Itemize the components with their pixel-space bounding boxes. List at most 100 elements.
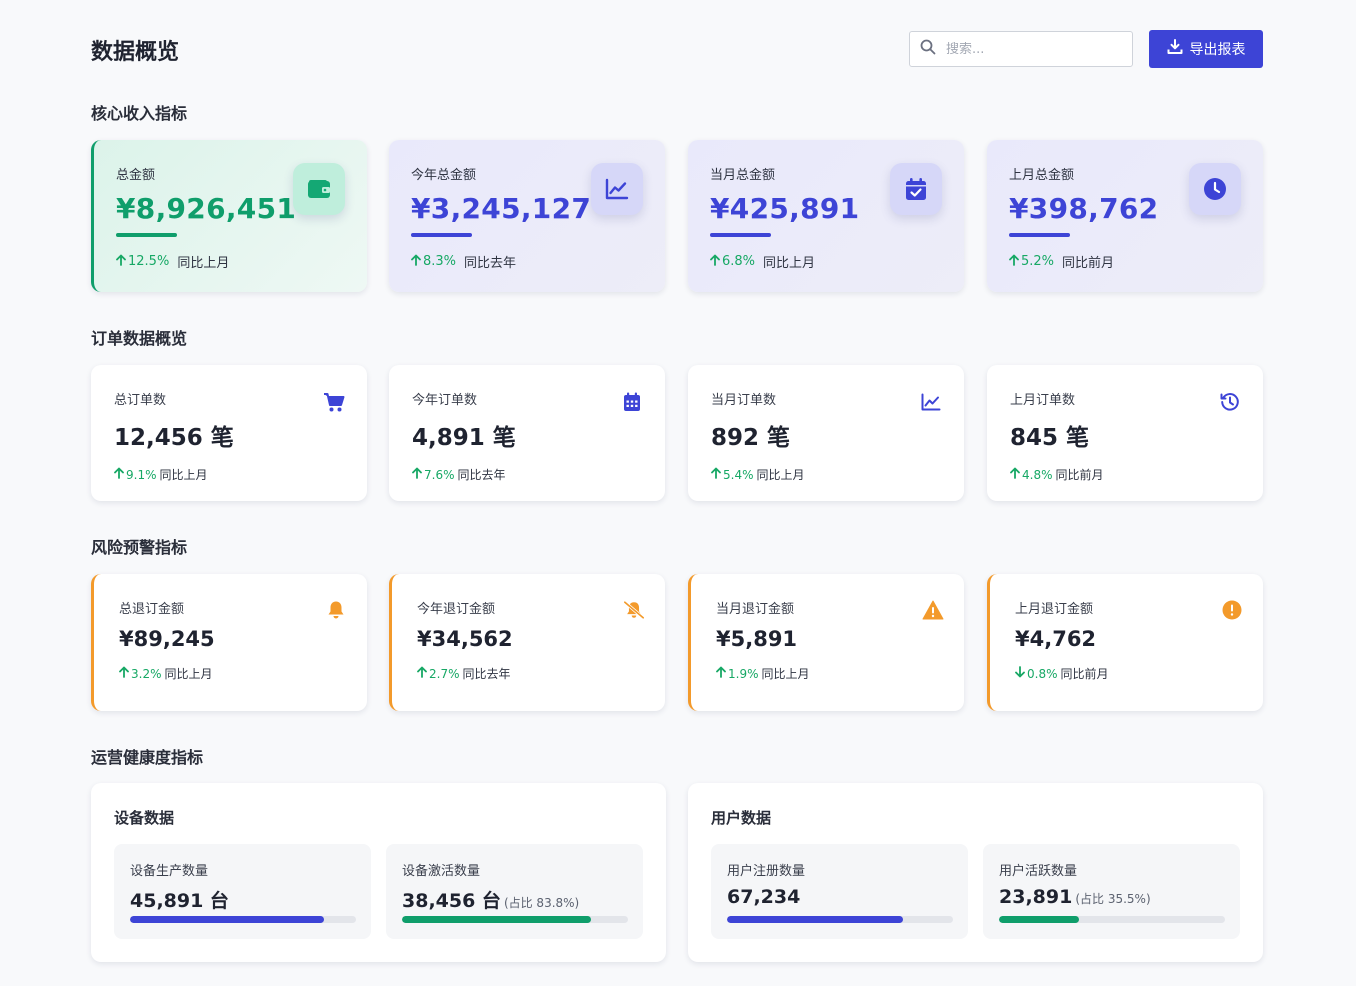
card-value: ¥34,562 — [417, 627, 513, 651]
revenue-card-year: 今年总金额 ¥3,245,127 8.3% 同比去年 — [389, 140, 665, 292]
section-title-orders: 订单数据概览 — [91, 329, 188, 348]
risk-card-last-month: 上月退订金额 ¥4,762 0.8% 同比前月 — [987, 574, 1263, 711]
card-value: ¥398,762 — [1009, 192, 1159, 225]
export-report-button[interactable]: 导出报表 — [1149, 30, 1263, 68]
card-value: ¥425,891 — [710, 192, 860, 225]
card-value: 4,891 笔 — [412, 425, 516, 451]
accent-bar — [116, 233, 177, 237]
order-card-month: 当月订单数 892 笔 5.4% 同比上月 — [688, 365, 964, 501]
arrow-up-icon — [411, 254, 421, 270]
user-data-panel: 用户数据 用户注册数量 67,234 用户活跃数量 23,891 (占比 35.5… — [688, 783, 1263, 962]
metric-label: 用户活跃数量 — [999, 864, 1078, 879]
change-row: 7.6% 同比去年 — [412, 466, 665, 483]
change-row: 2.7% 同比去年 — [417, 665, 665, 682]
arrow-up-icon — [116, 254, 126, 270]
progress-fill — [999, 916, 1080, 923]
change-percent: 3.2% — [131, 666, 162, 681]
progress-bar — [727, 916, 953, 923]
search-box[interactable] — [909, 31, 1133, 67]
revenue-card-last-month: 上月总金额 ¥398,762 5.2% 同比前月 — [987, 140, 1263, 292]
change-row: 1.9% 同比上月 — [716, 665, 964, 682]
arrow-down-icon — [1015, 666, 1025, 681]
change-compare: 同比去年 — [464, 256, 517, 271]
export-report-label: 导出报表 — [1189, 42, 1246, 58]
arrow-up-icon — [1009, 254, 1019, 270]
device-production-metric: 设备生产数量 45,891 台 — [114, 844, 371, 939]
search-icon — [920, 39, 936, 59]
card-label: 上月退订金额 — [1015, 602, 1094, 617]
bell-icon — [325, 599, 347, 621]
change-percent: 1.9% — [728, 666, 759, 681]
change-compare: 同比上月 — [761, 667, 810, 681]
change-row: 4.8% 同比前月 — [1010, 466, 1263, 483]
metric-value: 38,456 台 (占比 83.8%) — [402, 890, 580, 912]
panel-title: 设备数据 — [114, 809, 175, 827]
card-label: 当月退订金额 — [716, 602, 795, 617]
card-label: 今年总金额 — [411, 168, 477, 183]
change-row: 12.5% 同比上月 — [116, 252, 367, 271]
change-percent: 12.5% — [128, 254, 170, 269]
line-chart-icon — [920, 391, 942, 413]
progress-bar — [130, 916, 356, 923]
arrow-up-icon — [716, 666, 726, 681]
change-row: 9.1% 同比上月 — [114, 466, 367, 483]
user-registered-metric: 用户注册数量 67,234 — [711, 844, 968, 939]
change-percent: 6.8% — [722, 254, 756, 269]
card-value: ¥5,891 — [716, 627, 798, 651]
change-compare: 同比上月 — [763, 256, 816, 271]
card-value: ¥8,926,451 — [116, 192, 297, 225]
metric-value: 67,234 — [727, 886, 801, 908]
arrow-up-icon — [710, 254, 720, 270]
change-percent: 8.3% — [423, 254, 457, 269]
order-card-year: 今年订单数 4,891 笔 7.6% 同比去年 — [389, 365, 665, 501]
card-value: 12,456 笔 — [114, 425, 234, 451]
wallet-icon — [293, 163, 345, 215]
change-percent: 7.6% — [424, 467, 455, 482]
change-percent: 2.7% — [429, 666, 460, 681]
card-label: 今年退订金额 — [417, 602, 496, 617]
metric-share: (占比 83.8%) — [503, 896, 580, 910]
device-activation-metric: 设备激活数量 38,456 台 (占比 83.8%) — [386, 844, 643, 939]
change-row: 6.8% 同比上月 — [710, 252, 964, 271]
change-compare: 同比前月 — [1062, 256, 1115, 271]
change-row: 8.3% 同比去年 — [411, 252, 665, 271]
change-percent: 0.8% — [1027, 666, 1058, 681]
calendar-check-icon — [890, 163, 942, 215]
metric-label: 设备激活数量 — [402, 864, 481, 879]
card-label: 今年订单数 — [412, 393, 478, 408]
change-compare: 同比上月 — [164, 667, 213, 681]
metric-label: 设备生产数量 — [130, 864, 209, 879]
metric-value: 45,891 台 — [130, 890, 229, 912]
change-compare: 同比上月 — [756, 468, 805, 482]
download-icon — [1167, 39, 1183, 59]
search-input[interactable] — [946, 41, 1116, 57]
card-value: ¥4,762 — [1015, 627, 1097, 651]
section-title-revenue: 核心收入指标 — [91, 104, 188, 123]
progress-bar — [999, 916, 1225, 923]
change-percent: 5.4% — [723, 467, 754, 482]
change-compare: 同比上月 — [177, 256, 230, 271]
progress-bar — [402, 916, 628, 923]
change-percent: 5.2% — [1021, 254, 1055, 269]
line-chart-icon — [591, 163, 643, 215]
warning-triangle-icon — [922, 599, 944, 621]
bell-slash-icon — [623, 599, 645, 621]
card-value: ¥3,245,127 — [411, 192, 592, 225]
arrow-up-icon — [412, 467, 422, 482]
arrow-up-icon — [119, 666, 129, 681]
device-data-panel: 设备数据 设备生产数量 45,891 台 设备激活数量 38,456 台 (占比 … — [91, 783, 666, 962]
change-compare: 同比去年 — [457, 468, 506, 482]
card-label: 当月订单数 — [711, 393, 777, 408]
progress-fill — [727, 916, 904, 923]
revenue-card-month: 当月总金额 ¥425,891 6.8% 同比上月 — [688, 140, 964, 292]
risk-card-month: 当月退订金额 ¥5,891 1.9% 同比上月 — [688, 574, 964, 711]
progress-fill — [130, 916, 325, 923]
metric-value: 23,891 (占比 35.5%) — [999, 886, 1151, 908]
card-label: 总退订金额 — [119, 602, 185, 617]
metric-share: (占比 35.5%) — [1075, 892, 1151, 906]
card-value: 892 笔 — [711, 425, 791, 451]
card-value: 845 笔 — [1010, 425, 1090, 451]
section-title-health: 运营健康度指标 — [91, 748, 204, 767]
panel-title: 用户数据 — [711, 809, 772, 827]
page-title: 数据概览 — [91, 40, 180, 65]
